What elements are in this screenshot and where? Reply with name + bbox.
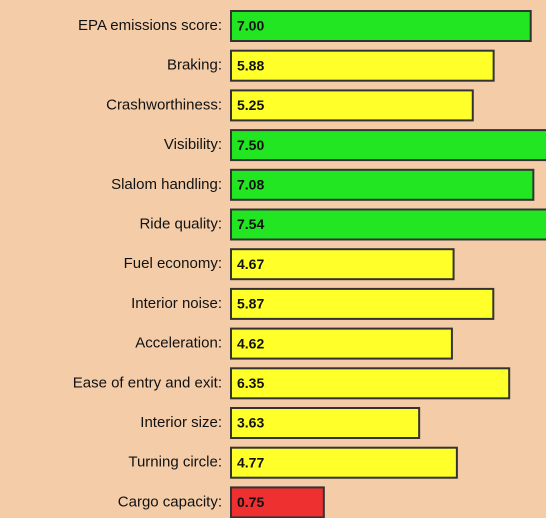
value-label: 4.77 <box>237 454 264 470</box>
category-label: Ease of entry and exit: <box>73 374 222 391</box>
category-label: Acceleration: <box>135 335 222 352</box>
bar <box>230 168 535 201</box>
bar <box>230 446 458 479</box>
value-label: 5.25 <box>237 97 264 113</box>
value-label: 7.00 <box>237 18 264 34</box>
bar <box>230 248 455 281</box>
bar <box>230 208 546 241</box>
value-label: 5.87 <box>237 296 264 312</box>
value-label: 4.67 <box>237 256 264 272</box>
bar <box>230 327 453 360</box>
bar <box>230 407 421 439</box>
bar <box>230 49 495 82</box>
bar <box>230 287 495 320</box>
value-label: 6.35 <box>237 375 264 391</box>
category-label: Crashworthiness: <box>106 96 222 113</box>
bar <box>230 89 474 122</box>
value-label: 0.75 <box>237 494 264 510</box>
category-label: EPA emissions score: <box>78 17 222 34</box>
category-label: Ride quality: <box>139 215 222 232</box>
value-label: 7.54 <box>237 216 264 232</box>
bar <box>230 486 325 518</box>
bar <box>230 367 511 400</box>
category-label: Cargo capacity: <box>118 493 222 510</box>
bar <box>230 10 532 42</box>
category-label: Fuel economy: <box>124 255 222 272</box>
value-label: 4.62 <box>237 335 264 351</box>
value-label: 7.08 <box>237 177 264 193</box>
category-label: Braking: <box>167 57 222 74</box>
category-label: Visibility: <box>164 136 222 153</box>
bar <box>230 129 546 162</box>
category-label: Interior noise: <box>131 295 222 312</box>
value-label: 7.50 <box>237 137 264 153</box>
value-label: 5.88 <box>237 57 264 73</box>
value-label: 3.63 <box>237 415 264 431</box>
category-label: Turning circle: <box>128 454 222 471</box>
category-label: Interior size: <box>140 414 222 431</box>
category-label: Slalom handling: <box>111 176 222 193</box>
